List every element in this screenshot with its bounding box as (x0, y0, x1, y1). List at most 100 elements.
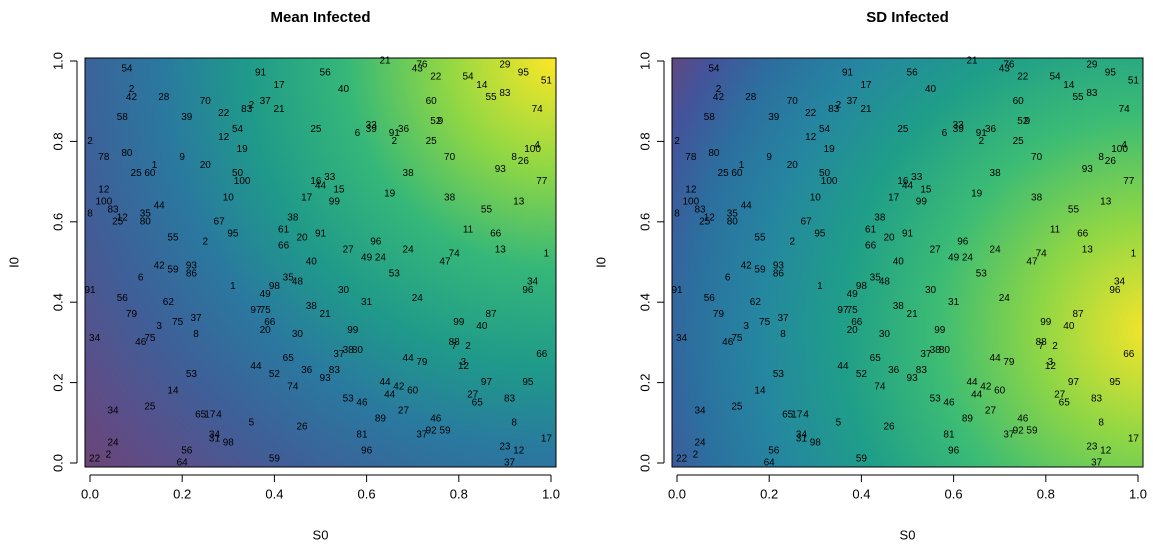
point-label: 95 (518, 68, 530, 79)
point-label: 12 (1045, 361, 1057, 372)
point-label: 93 (1082, 164, 1094, 175)
point-label: 2 (789, 237, 795, 248)
point-label: 8 (511, 152, 517, 163)
point-label: 98 (810, 438, 822, 449)
point-label: 43 (412, 64, 424, 75)
point-label: 44 (966, 377, 978, 388)
point-label: 17 (541, 434, 553, 445)
point-label: 76 (416, 60, 428, 71)
point-label: 83 (504, 393, 516, 404)
point-label: 31 (796, 434, 808, 445)
point-label: 12 (98, 184, 110, 195)
chart-title: SD Infected (866, 9, 949, 26)
point-label: 59 (167, 265, 179, 276)
point-label: 8 (87, 208, 93, 219)
point-label: 83 (916, 365, 928, 376)
point-label: 34 (796, 430, 808, 441)
point-label: 38 (343, 345, 355, 356)
point-label: 3 (156, 321, 162, 332)
point-label: 40 (1063, 321, 1075, 332)
point-label: 39 (768, 112, 780, 123)
chart-title: Mean Infected (270, 9, 370, 26)
point-label: 95 (1109, 377, 1121, 388)
x-tick-label: 0.2 (173, 486, 191, 501)
y-tick-label: 1.0 (50, 52, 65, 70)
point-label: 88 (1036, 337, 1048, 348)
y-tick-label: 0.2 (637, 374, 652, 392)
point-label: 87 (486, 309, 498, 320)
point-label: 100 (682, 196, 699, 207)
point-label: 14 (476, 80, 488, 91)
point-label: 66 (278, 241, 290, 252)
point-label: 91 (389, 128, 401, 139)
point-label: 77 (1123, 176, 1135, 187)
y-tick-label: 0.0 (50, 454, 65, 472)
x-tick-label: 0.0 (81, 486, 99, 501)
point-label: 1 (230, 281, 236, 292)
point-label: 44 (154, 200, 166, 211)
point-label: 91 (255, 68, 267, 79)
point-label: 53 (930, 393, 942, 404)
point-label: 83 (1091, 393, 1103, 404)
y-tick-label: 0.4 (637, 293, 652, 311)
point-label: 12 (513, 446, 525, 457)
point-label: 22 (805, 108, 817, 119)
point-label: 2 (693, 450, 699, 461)
point-label: 60 (1013, 96, 1025, 107)
point-label: 37 (190, 313, 202, 324)
point-label: 14 (754, 385, 766, 396)
point-label: 100 (95, 196, 112, 207)
point-label: 67 (214, 216, 226, 227)
point-label: 48 (292, 277, 304, 288)
point-label: 66 (264, 317, 276, 328)
point-label: 13 (495, 245, 507, 256)
point-label: 29 (1086, 60, 1098, 71)
point-label: 17 (888, 192, 900, 203)
point-label: 53 (389, 269, 401, 280)
point-label: 10 (810, 192, 822, 203)
point-label: 99 (347, 325, 359, 336)
point-label: 19 (824, 144, 836, 155)
point-label: 27 (1054, 389, 1066, 400)
point-label: 27 (343, 245, 355, 256)
point-label: 38 (287, 212, 299, 223)
point-label: 50 (819, 168, 831, 179)
point-label: 56 (907, 68, 919, 79)
point-label: 46 (722, 337, 734, 348)
x-tick-label: 0.8 (1037, 486, 1055, 501)
point-label: 52 (269, 369, 281, 380)
point-label: 13 (1100, 196, 1112, 207)
point-label: 15 (333, 184, 345, 195)
point-label: 81 (943, 430, 955, 441)
x-tick-label: 0.4 (852, 486, 870, 501)
point-label: 55 (481, 204, 493, 215)
point-label: 74 (532, 104, 544, 115)
point-label: 59 (269, 454, 281, 465)
point-label: 8 (780, 329, 786, 340)
point-label: 19 (384, 188, 396, 199)
y-axis-label: I0 (593, 257, 608, 268)
heatmap-background (85, 58, 556, 467)
point-label: 60 (731, 168, 743, 179)
point-label: 92 (426, 425, 438, 436)
point-label: 25 (1013, 136, 1025, 147)
point-label: 62 (750, 297, 762, 308)
point-label: 83 (241, 104, 253, 115)
point-label: 91 (976, 128, 988, 139)
point-label: 25 (310, 124, 322, 135)
point-label: 25 (144, 401, 156, 412)
point-label: 91 (84, 285, 96, 296)
point-label: 65 (782, 409, 794, 420)
point-label: 93 (495, 164, 507, 175)
point-label: 88 (449, 337, 461, 348)
point-label: 40 (338, 84, 350, 95)
point-label: 36 (888, 365, 900, 376)
point-label: 37 (504, 458, 516, 469)
point-label: 7 (451, 341, 457, 352)
point-label: 5 (836, 417, 842, 428)
point-label: 60 (407, 385, 419, 396)
point-label: 80 (708, 148, 720, 159)
point-label: 35 (140, 208, 152, 219)
point-label: 12 (218, 132, 230, 143)
point-label: 44 (837, 361, 849, 372)
